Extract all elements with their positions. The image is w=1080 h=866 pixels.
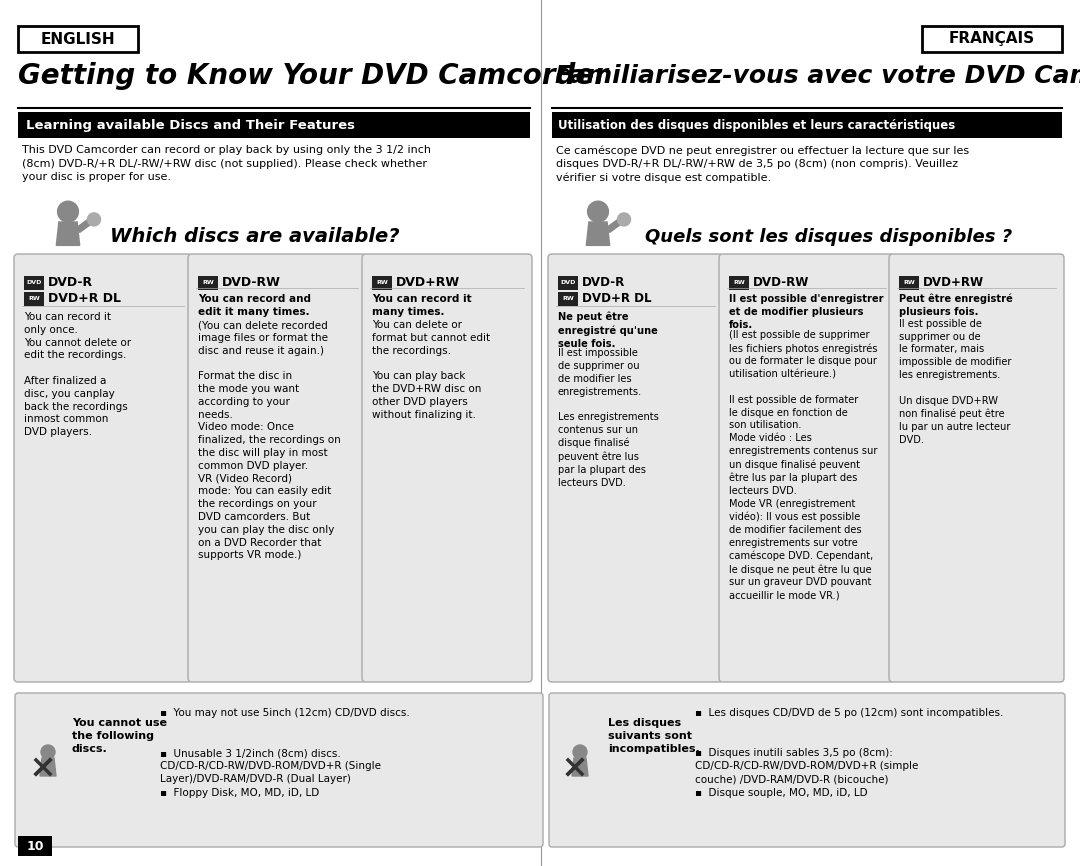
Bar — [899, 276, 919, 290]
Text: DVD+R DL: DVD+R DL — [48, 293, 121, 306]
Bar — [24, 292, 44, 306]
Circle shape — [41, 745, 55, 759]
Text: DVD-RW: DVD-RW — [222, 276, 281, 289]
Text: You can delete or
format but cannot edit
the recordings.

You can play back
the : You can delete or format but cannot edit… — [372, 320, 490, 420]
Bar — [18, 112, 530, 138]
Text: (Il est possible de supprimer
les fichiers photos enregistrés
ou de formater le : (Il est possible de supprimer les fichie… — [729, 330, 877, 600]
Text: Quels sont les disques disponibles ?: Quels sont les disques disponibles ? — [645, 228, 1012, 246]
Text: ▪  Floppy Disk, MO, MD, iD, LD: ▪ Floppy Disk, MO, MD, iD, LD — [160, 788, 320, 798]
Bar — [552, 112, 1062, 138]
Text: DVD+RW: DVD+RW — [396, 276, 460, 289]
Text: ▪  You may not use 5inch (12cm) CD/DVD discs.: ▪ You may not use 5inch (12cm) CD/DVD di… — [160, 708, 409, 718]
Text: Il est possible de
supprimer ou de
le formater, mais
impossible de modifier
les : Il est possible de supprimer ou de le fo… — [899, 319, 1012, 444]
Bar — [24, 276, 44, 290]
Polygon shape — [40, 758, 56, 776]
Circle shape — [573, 745, 588, 759]
FancyBboxPatch shape — [15, 693, 543, 847]
Text: Ne peut être
enregistré qu'une
seule fois.: Ne peut être enregistré qu'une seule foi… — [558, 312, 658, 349]
FancyBboxPatch shape — [548, 254, 723, 682]
FancyBboxPatch shape — [889, 254, 1064, 682]
Text: Les disques
suivants sont
incompatibles.: Les disques suivants sont incompatibles. — [608, 718, 700, 754]
Text: RW: RW — [376, 281, 388, 286]
Bar — [372, 276, 392, 290]
Circle shape — [87, 213, 100, 226]
Text: Il est impossible
de supprimer ou
de modifier les
enregistrements.

Les enregist: Il est impossible de supprimer ou de mod… — [558, 348, 659, 488]
Text: RW: RW — [202, 281, 214, 286]
Text: RW: RW — [28, 296, 40, 301]
Text: DVD+R DL: DVD+R DL — [582, 293, 651, 306]
Text: DVD-RW: DVD-RW — [753, 276, 809, 289]
Bar — [18, 26, 138, 52]
Text: Utilisation des disques disponibles et leurs caractéristiques: Utilisation des disques disponibles et l… — [558, 119, 955, 132]
Polygon shape — [56, 222, 80, 245]
Bar — [198, 276, 218, 290]
Text: You cannot use
the following
discs.: You cannot use the following discs. — [72, 718, 167, 754]
Text: This DVD Camcorder can record or play back by using only the 3 1/2 inch
(8cm) DV: This DVD Camcorder can record or play ba… — [22, 145, 431, 182]
Text: Familiarisez-vous avec votre DVD Caméscope: Familiarisez-vous avec votre DVD Camésco… — [555, 62, 1080, 87]
Text: DVD-R: DVD-R — [48, 276, 93, 289]
Text: DVD+RW: DVD+RW — [923, 276, 984, 289]
FancyBboxPatch shape — [188, 254, 366, 682]
Text: RW: RW — [562, 296, 573, 301]
Polygon shape — [77, 216, 94, 232]
Text: Il est possible d'enregistrer
et de modifier plusieurs
fois.: Il est possible d'enregistrer et de modi… — [729, 294, 883, 330]
Bar — [922, 26, 1062, 52]
FancyBboxPatch shape — [362, 254, 532, 682]
Bar — [18, 836, 52, 856]
Text: (You can delete recorded
image files or format the
disc and reuse it again.)

Fo: (You can delete recorded image files or … — [198, 320, 341, 560]
Text: RW: RW — [733, 281, 745, 286]
Circle shape — [588, 201, 608, 222]
Polygon shape — [586, 222, 610, 245]
Text: ▪  Disque souple, MO, MD, iD, LD: ▪ Disque souple, MO, MD, iD, LD — [696, 788, 867, 798]
Text: RW: RW — [903, 281, 915, 286]
Circle shape — [618, 213, 631, 226]
Text: Which discs are available?: Which discs are available? — [110, 228, 400, 247]
Text: Getting to Know Your DVD Camcorder: Getting to Know Your DVD Camcorder — [18, 62, 608, 90]
Text: DVD: DVD — [26, 281, 42, 286]
Text: You can record it
many times.: You can record it many times. — [372, 294, 472, 317]
Bar — [558, 292, 578, 306]
Polygon shape — [572, 758, 588, 776]
Text: ▪  Unusable 3 1/2inch (8cm) discs.
CD/CD-R/CD-RW/DVD-ROM/DVD+R (Single
Layer)/DV: ▪ Unusable 3 1/2inch (8cm) discs. CD/CD-… — [160, 748, 381, 785]
Text: 10: 10 — [26, 839, 44, 852]
Text: FRANÇAIS: FRANÇAIS — [949, 31, 1035, 47]
Text: Learning available Discs and Their Features: Learning available Discs and Their Featu… — [26, 119, 355, 132]
Text: DVD-R: DVD-R — [582, 276, 625, 289]
Text: ENGLISH: ENGLISH — [41, 31, 116, 47]
Text: ▪  Disques inutili sables 3,5 po (8cm):
CD/CD-R/CD-RW/DVD-ROM/DVD+R (simple
couc: ▪ Disques inutili sables 3,5 po (8cm): C… — [696, 748, 918, 785]
Text: Peut être enregistré
plusieurs fois.: Peut être enregistré plusieurs fois. — [899, 294, 1013, 317]
FancyBboxPatch shape — [549, 693, 1065, 847]
Bar — [558, 276, 578, 290]
Text: You can record it
only once.
You cannot delete or
edit the recordings.

After fi: You can record it only once. You cannot … — [24, 312, 131, 437]
Text: ▪  Les disques CD/DVD de 5 po (12cm) sont incompatibles.: ▪ Les disques CD/DVD de 5 po (12cm) sont… — [696, 708, 1003, 718]
Circle shape — [57, 201, 79, 222]
Bar — [729, 276, 750, 290]
Text: DVD: DVD — [561, 281, 576, 286]
Polygon shape — [607, 216, 624, 232]
Text: You can record and
edit it many times.: You can record and edit it many times. — [198, 294, 311, 317]
Text: Ce caméscope DVD ne peut enregistrer ou effectuer la lecture que sur les
disques: Ce caméscope DVD ne peut enregistrer ou … — [556, 145, 969, 184]
FancyBboxPatch shape — [719, 254, 894, 682]
FancyBboxPatch shape — [14, 254, 192, 682]
